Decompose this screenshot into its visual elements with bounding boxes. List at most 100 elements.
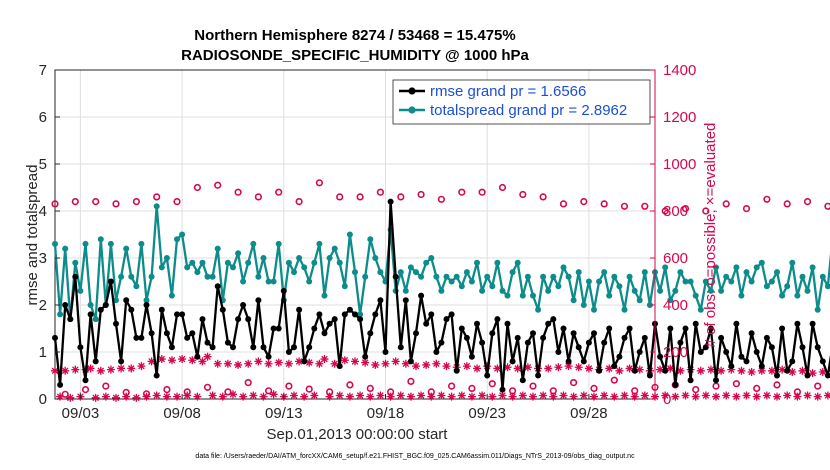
- evaluated-point: [778, 365, 787, 374]
- data-point: [260, 344, 267, 351]
- evaluated-point: [523, 363, 532, 372]
- data-point: [133, 334, 140, 341]
- data-point: [118, 273, 125, 280]
- data-point: [718, 334, 725, 341]
- evaluated-point: [371, 360, 380, 369]
- data-point: [794, 292, 801, 299]
- data-point: [575, 344, 582, 351]
- legend-label-rmse: rmse grand pr = 1.6566: [430, 83, 586, 100]
- series-0: [52, 198, 830, 393]
- legend-marker-totalspread: [408, 106, 416, 114]
- data-point: [565, 273, 572, 280]
- possible-point: [71, 198, 79, 206]
- evaluated-point: [589, 392, 598, 401]
- evaluated-point: [234, 360, 243, 369]
- data-point: [153, 203, 160, 210]
- possible-point: [346, 381, 354, 389]
- data-point: [814, 306, 821, 313]
- data-point: [362, 273, 369, 280]
- data-point: [280, 287, 287, 294]
- possible-point: [51, 200, 59, 208]
- data-point: [758, 363, 765, 370]
- possible-point: [193, 183, 201, 192]
- possible-point: [163, 386, 171, 394]
- data-point: [270, 278, 277, 285]
- evaluated-point: [305, 358, 314, 367]
- evaluated-point: [808, 369, 817, 378]
- evaluated-point: [696, 366, 705, 375]
- data-point: [763, 334, 770, 341]
- data-point: [250, 344, 257, 351]
- possible-point: [295, 198, 303, 206]
- data-point: [591, 306, 597, 313]
- possible-point: [153, 193, 161, 201]
- data-point: [601, 269, 608, 276]
- x-tick-label: 09/23: [468, 405, 506, 422]
- data-point: [606, 292, 613, 299]
- data-point: [545, 320, 552, 327]
- evaluated-point: [61, 366, 70, 375]
- series-1: [52, 203, 830, 323]
- data-point: [514, 259, 521, 266]
- evaluated-point: [173, 392, 182, 401]
- data-point: [570, 297, 577, 304]
- evaluated-point: [554, 363, 563, 372]
- data-point: [824, 372, 830, 379]
- evaluated-point: [513, 364, 522, 373]
- data-point: [72, 273, 79, 280]
- data-point: [789, 259, 796, 266]
- data-point: [245, 316, 252, 323]
- possible-point: [763, 195, 771, 203]
- data-point: [535, 372, 542, 379]
- evaluated-point: [635, 365, 644, 374]
- data-point: [824, 283, 830, 290]
- data-point: [428, 255, 435, 261]
- data-point: [163, 330, 170, 337]
- evaluated-point: [437, 391, 446, 400]
- data-point: [540, 334, 547, 341]
- data-point: [92, 358, 99, 365]
- data-point: [555, 283, 562, 290]
- possible-point: [590, 384, 598, 393]
- data-point: [672, 287, 679, 294]
- data-point: [82, 377, 89, 384]
- data-point: [636, 297, 643, 304]
- data-point: [224, 339, 231, 346]
- possible-point: [773, 381, 781, 389]
- evaluated-point: [244, 359, 253, 368]
- data-point: [57, 381, 64, 388]
- data-point: [707, 325, 714, 332]
- y-tick-label-right: 1000: [663, 156, 696, 173]
- y-tick-label-left: 6: [39, 109, 47, 126]
- evaluated-point: [193, 392, 202, 401]
- data-point: [265, 278, 272, 285]
- evaluated-point: [666, 364, 675, 373]
- evaluated-point: [493, 364, 502, 373]
- y-tick-label-left: 7: [39, 62, 47, 79]
- evaluated-point: [310, 391, 319, 400]
- data-point: [255, 273, 262, 280]
- evaluated-point: [391, 357, 400, 366]
- data-point: [453, 273, 460, 280]
- evaluated-point: [96, 366, 105, 375]
- evaluated-point: [503, 363, 512, 372]
- data-point: [489, 330, 496, 337]
- data-point: [158, 264, 165, 271]
- evaluated-point: [498, 391, 507, 400]
- evaluated-point: [330, 359, 339, 368]
- evaluated-point: [376, 391, 385, 400]
- possible-point: [742, 205, 751, 213]
- evaluated-point: [574, 363, 583, 372]
- data-point: [336, 259, 343, 266]
- possible-point: [336, 193, 344, 201]
- evaluated-point: [427, 392, 436, 401]
- data-point: [413, 269, 419, 276]
- evaluated-point: [66, 393, 75, 402]
- evaluated-point: [473, 364, 482, 373]
- data-point: [570, 330, 577, 337]
- data-point: [596, 278, 603, 285]
- data-point: [296, 255, 303, 261]
- evaluated-point: [752, 392, 761, 401]
- legend-marker-rmse: [408, 87, 416, 95]
- evaluated-point: [783, 391, 792, 400]
